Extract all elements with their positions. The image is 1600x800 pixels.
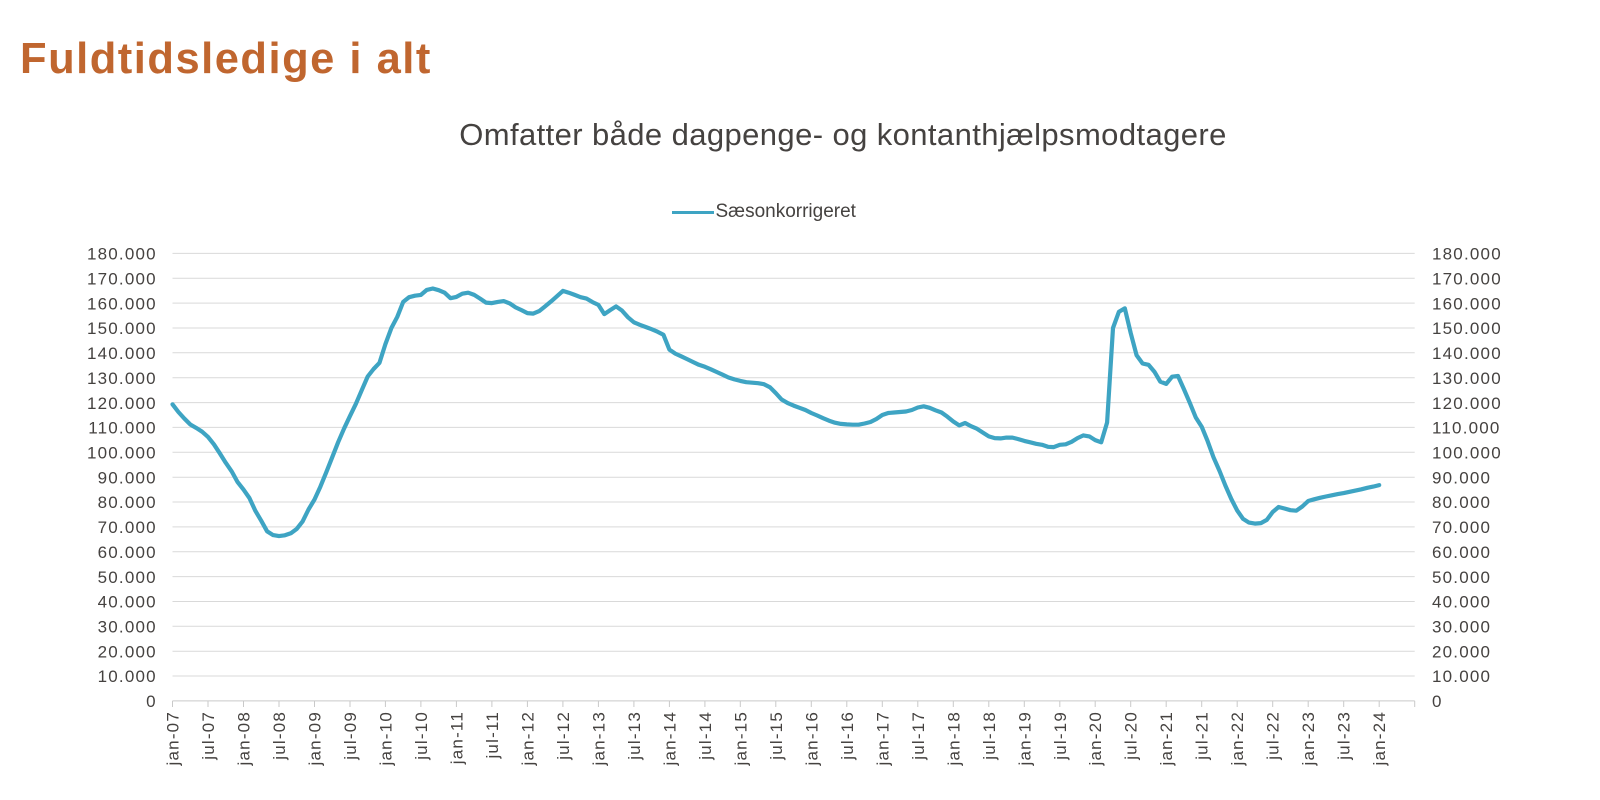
svg-text:jan-14: jan-14 xyxy=(660,711,679,766)
svg-text:60.000: 60.000 xyxy=(1432,543,1491,562)
svg-text:150.000: 150.000 xyxy=(87,319,157,338)
svg-text:40.000: 40.000 xyxy=(98,593,157,612)
svg-text:jan-15: jan-15 xyxy=(731,711,750,766)
svg-text:jan-08: jan-08 xyxy=(235,711,254,766)
svg-text:130.000: 130.000 xyxy=(1432,369,1502,388)
svg-text:80.000: 80.000 xyxy=(98,493,157,512)
svg-text:90.000: 90.000 xyxy=(1432,468,1491,487)
svg-text:jan-12: jan-12 xyxy=(518,711,537,766)
svg-text:100.000: 100.000 xyxy=(87,444,157,463)
svg-text:jul-19: jul-19 xyxy=(1051,711,1070,761)
svg-text:30.000: 30.000 xyxy=(98,618,157,637)
svg-text:70.000: 70.000 xyxy=(1432,518,1491,537)
svg-text:jul-16: jul-16 xyxy=(838,711,857,761)
svg-text:jul-15: jul-15 xyxy=(767,711,786,761)
svg-text:40.000: 40.000 xyxy=(1432,593,1491,612)
svg-text:10.000: 10.000 xyxy=(98,667,157,686)
svg-text:jan-20: jan-20 xyxy=(1086,711,1105,766)
svg-text:jan-09: jan-09 xyxy=(306,711,325,766)
svg-text:160.000: 160.000 xyxy=(1432,294,1502,313)
svg-text:jan-17: jan-17 xyxy=(873,711,892,766)
svg-text:jul-23: jul-23 xyxy=(1335,711,1354,761)
svg-text:150.000: 150.000 xyxy=(1432,319,1502,338)
svg-text:jul-17: jul-17 xyxy=(909,711,928,761)
svg-text:70.000: 70.000 xyxy=(98,518,157,537)
svg-text:jan-16: jan-16 xyxy=(802,711,821,766)
svg-text:120.000: 120.000 xyxy=(1432,394,1502,413)
svg-text:170.000: 170.000 xyxy=(87,270,157,289)
svg-text:160.000: 160.000 xyxy=(87,294,157,313)
svg-text:20.000: 20.000 xyxy=(98,642,157,661)
svg-text:jul-14: jul-14 xyxy=(696,711,715,761)
svg-text:50.000: 50.000 xyxy=(98,568,157,587)
svg-text:60.000: 60.000 xyxy=(98,543,157,562)
svg-text:jul-12: jul-12 xyxy=(554,711,573,761)
svg-text:140.000: 140.000 xyxy=(1432,344,1502,363)
svg-text:jul-09: jul-09 xyxy=(341,711,360,761)
svg-text:jan-24: jan-24 xyxy=(1370,711,1389,766)
svg-text:90.000: 90.000 xyxy=(98,468,157,487)
svg-text:jan-13: jan-13 xyxy=(589,711,608,766)
svg-text:180.000: 180.000 xyxy=(87,245,157,264)
svg-text:100.000: 100.000 xyxy=(1432,444,1502,463)
svg-text:10.000: 10.000 xyxy=(1432,667,1491,686)
svg-text:jul-22: jul-22 xyxy=(1264,711,1283,761)
svg-text:jul-20: jul-20 xyxy=(1122,711,1141,761)
svg-text:110.000: 110.000 xyxy=(1432,419,1501,438)
svg-text:jan-22: jan-22 xyxy=(1228,711,1247,766)
svg-text:jan-21: jan-21 xyxy=(1157,711,1176,766)
svg-text:jan-18: jan-18 xyxy=(944,711,963,766)
svg-text:120.000: 120.000 xyxy=(87,394,157,413)
svg-text:jan-11: jan-11 xyxy=(447,711,466,765)
svg-text:jan-07: jan-07 xyxy=(164,711,183,766)
svg-text:jan-10: jan-10 xyxy=(376,711,395,766)
svg-text:jul-11: jul-11 xyxy=(483,711,502,760)
svg-text:0: 0 xyxy=(1432,692,1443,711)
svg-text:110.000: 110.000 xyxy=(88,419,157,438)
svg-text:jul-10: jul-10 xyxy=(412,711,431,761)
svg-text:20.000: 20.000 xyxy=(1432,642,1491,661)
svg-text:0: 0 xyxy=(146,692,157,711)
svg-text:jan-23: jan-23 xyxy=(1299,711,1318,766)
svg-text:jul-08: jul-08 xyxy=(270,711,289,761)
svg-text:50.000: 50.000 xyxy=(1432,568,1491,587)
svg-text:80.000: 80.000 xyxy=(1432,493,1491,512)
svg-text:jul-13: jul-13 xyxy=(625,711,644,761)
svg-text:140.000: 140.000 xyxy=(87,344,157,363)
svg-text:180.000: 180.000 xyxy=(1432,245,1502,264)
svg-text:130.000: 130.000 xyxy=(87,369,157,388)
svg-text:30.000: 30.000 xyxy=(1432,618,1491,637)
svg-text:jul-18: jul-18 xyxy=(980,711,999,761)
svg-text:jan-19: jan-19 xyxy=(1015,711,1034,766)
svg-text:jul-21: jul-21 xyxy=(1193,711,1212,761)
svg-text:170.000: 170.000 xyxy=(1432,270,1502,289)
svg-text:jul-07: jul-07 xyxy=(199,711,218,761)
